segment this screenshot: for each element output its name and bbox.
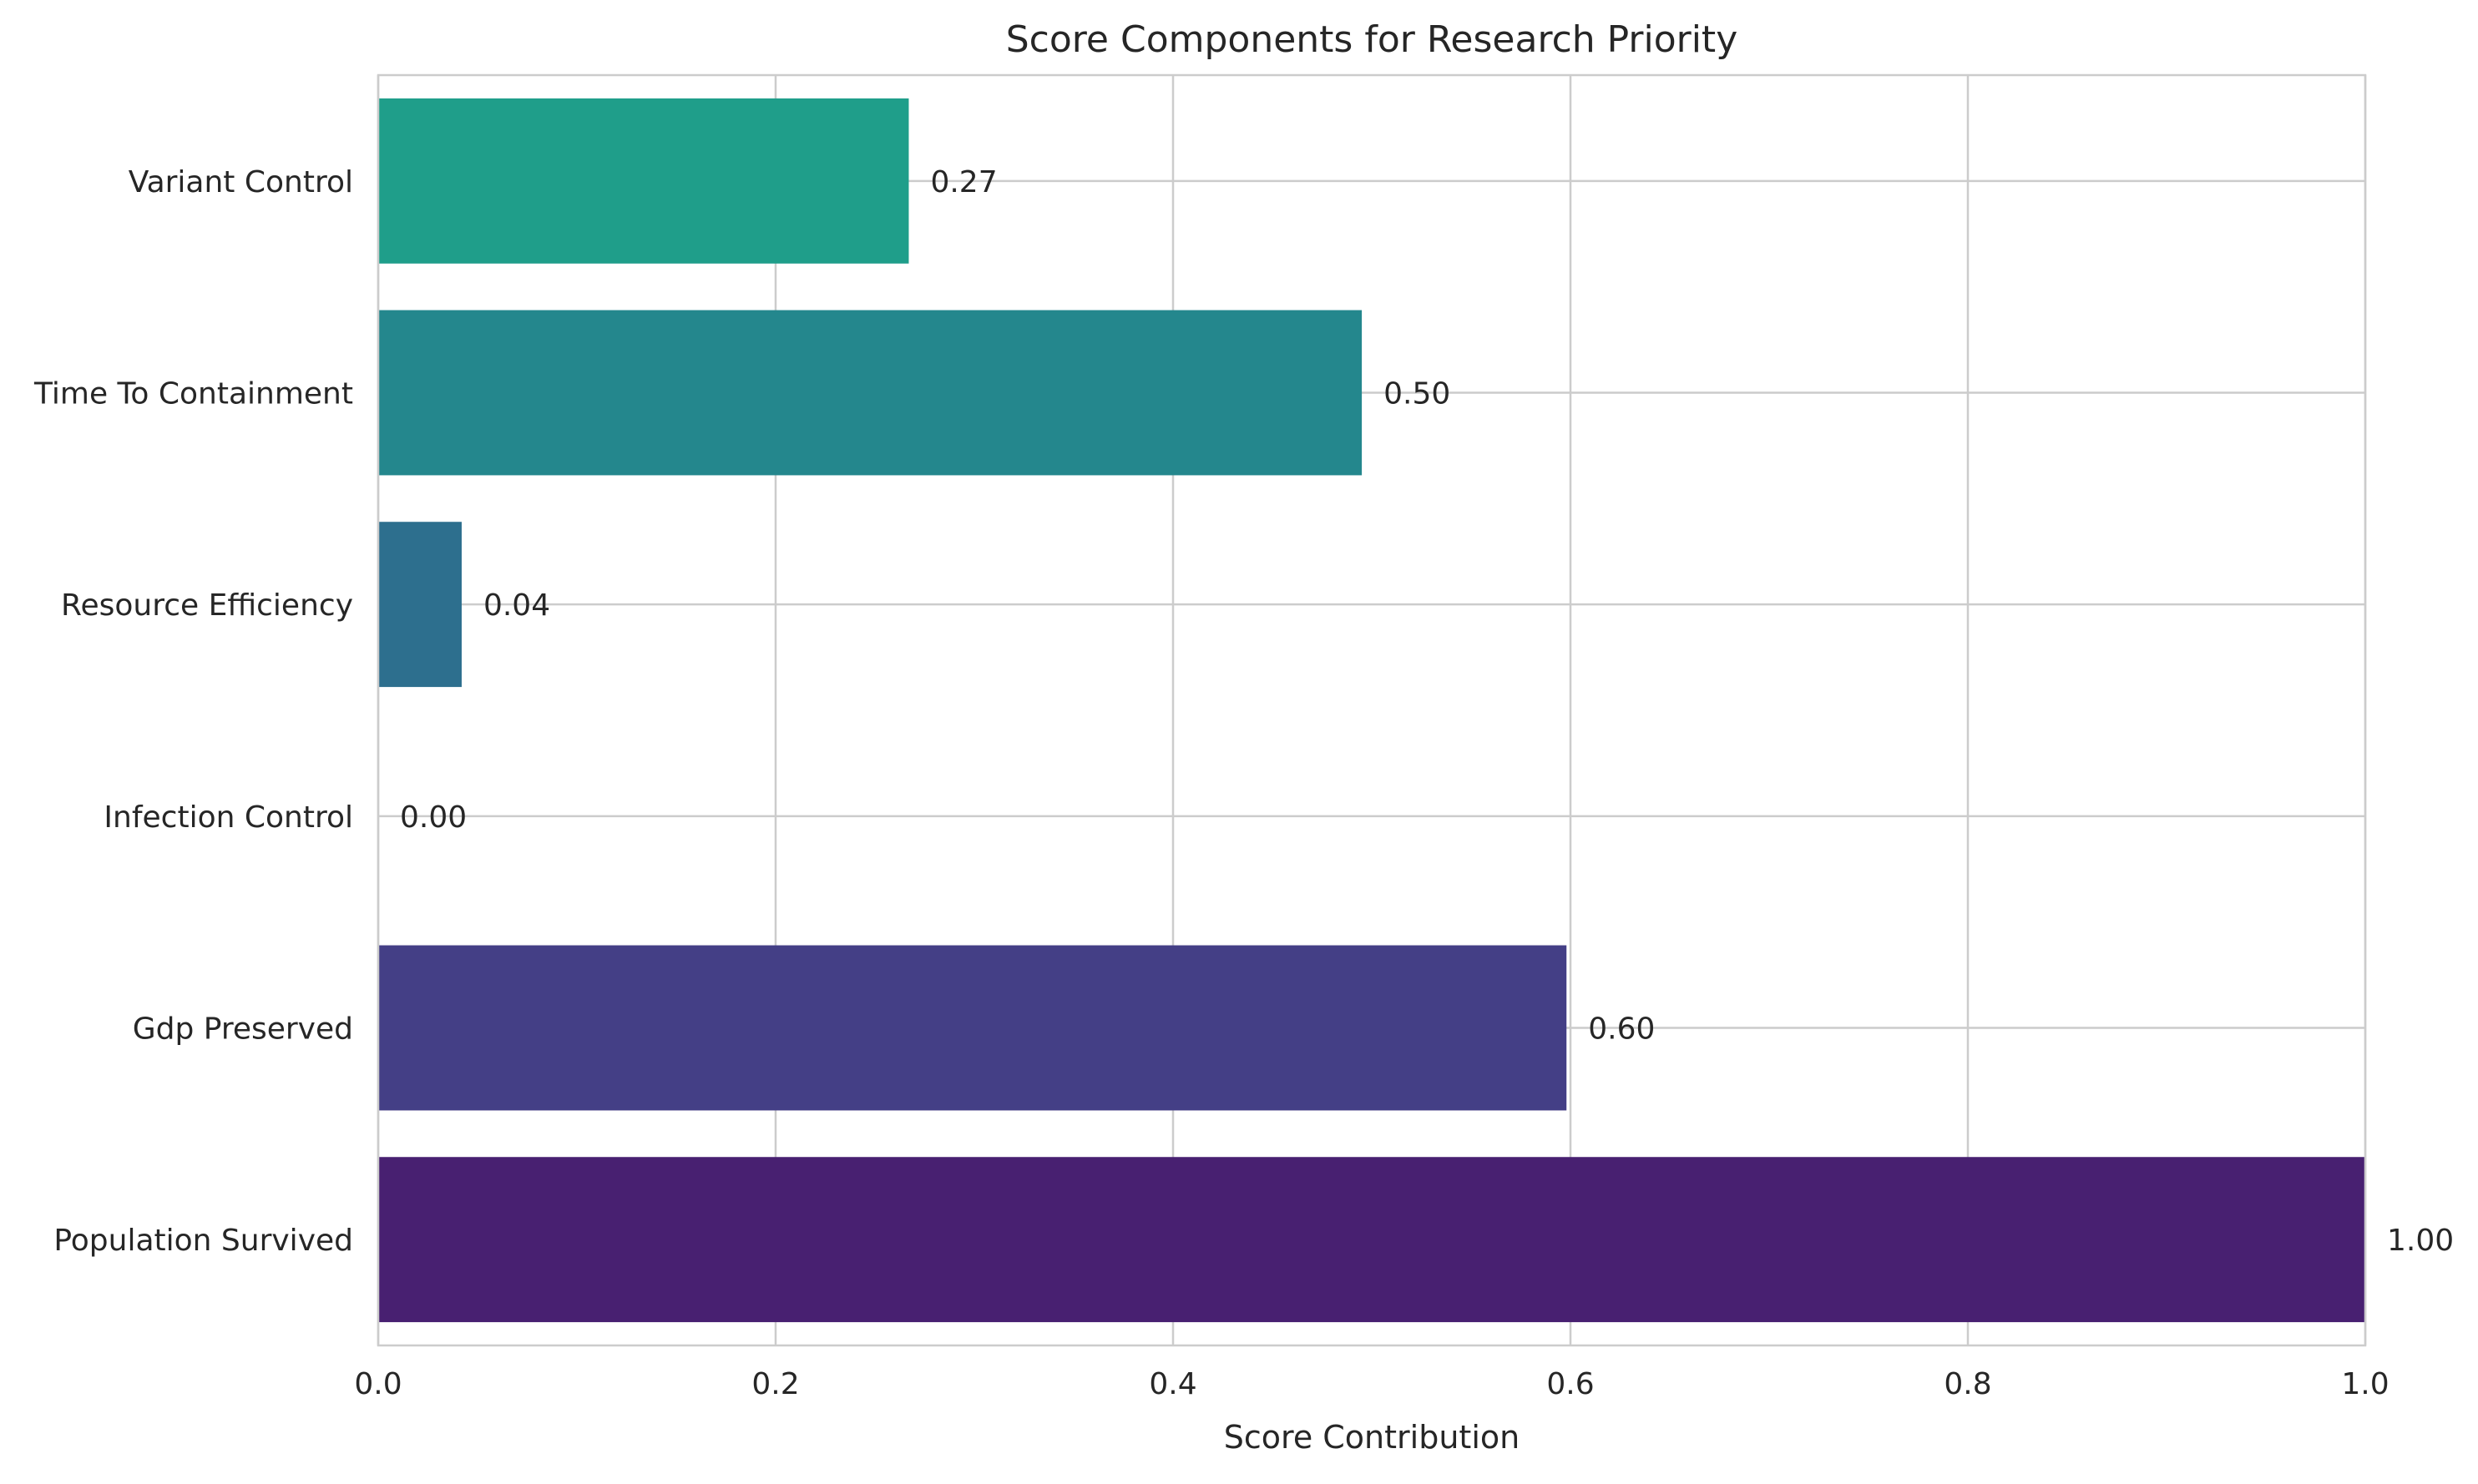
bars <box>378 98 2365 1323</box>
bar <box>378 98 909 264</box>
x-tick-label: 0.4 <box>1149 1367 1196 1401</box>
value-label: 0.04 <box>483 588 550 623</box>
x-tick-label: 0.0 <box>354 1367 402 1401</box>
bar <box>378 522 462 688</box>
bar <box>378 1157 2365 1323</box>
value-labels: 1.00 0.60 0.00 0.04 0.50 0.27 <box>400 165 2454 1258</box>
x-axis-label: Score Contribution <box>1224 1419 1520 1456</box>
value-label: 0.00 <box>400 800 467 835</box>
bar <box>378 310 1363 476</box>
grid-lines <box>377 75 2367 1345</box>
value-label: 0.50 <box>1383 377 1450 411</box>
value-label: 0.27 <box>930 165 997 199</box>
y-tick-label: Population Survived <box>53 1224 353 1258</box>
value-label: 1.00 <box>2387 1224 2454 1258</box>
x-tick-label: 0.2 <box>751 1367 799 1401</box>
y-tick-label: Infection Control <box>104 800 353 835</box>
chart-title: Score Components for Research Priority <box>1006 18 1737 61</box>
x-tick-label: 0.6 <box>1546 1367 1594 1401</box>
x-tick-label: 1.0 <box>2341 1367 2389 1401</box>
y-tick-label: Variant Control <box>129 165 353 199</box>
y-tick-label: Gdp Preserved <box>133 1012 353 1047</box>
value-label: 0.60 <box>1588 1012 1655 1047</box>
plot-frame <box>377 73 2367 1347</box>
y-tick-label: Time To Containment <box>33 377 353 411</box>
x-tick-label: 0.8 <box>1944 1367 1991 1401</box>
x-tick-labels: 0.0 0.2 0.4 0.6 0.8 1.0 <box>354 1367 2389 1401</box>
y-tick-labels: Population Survived Gdp Preserved Infectio… <box>33 165 353 1258</box>
y-tick-label: Resource Efficiency <box>61 588 353 623</box>
bar <box>378 945 1567 1111</box>
